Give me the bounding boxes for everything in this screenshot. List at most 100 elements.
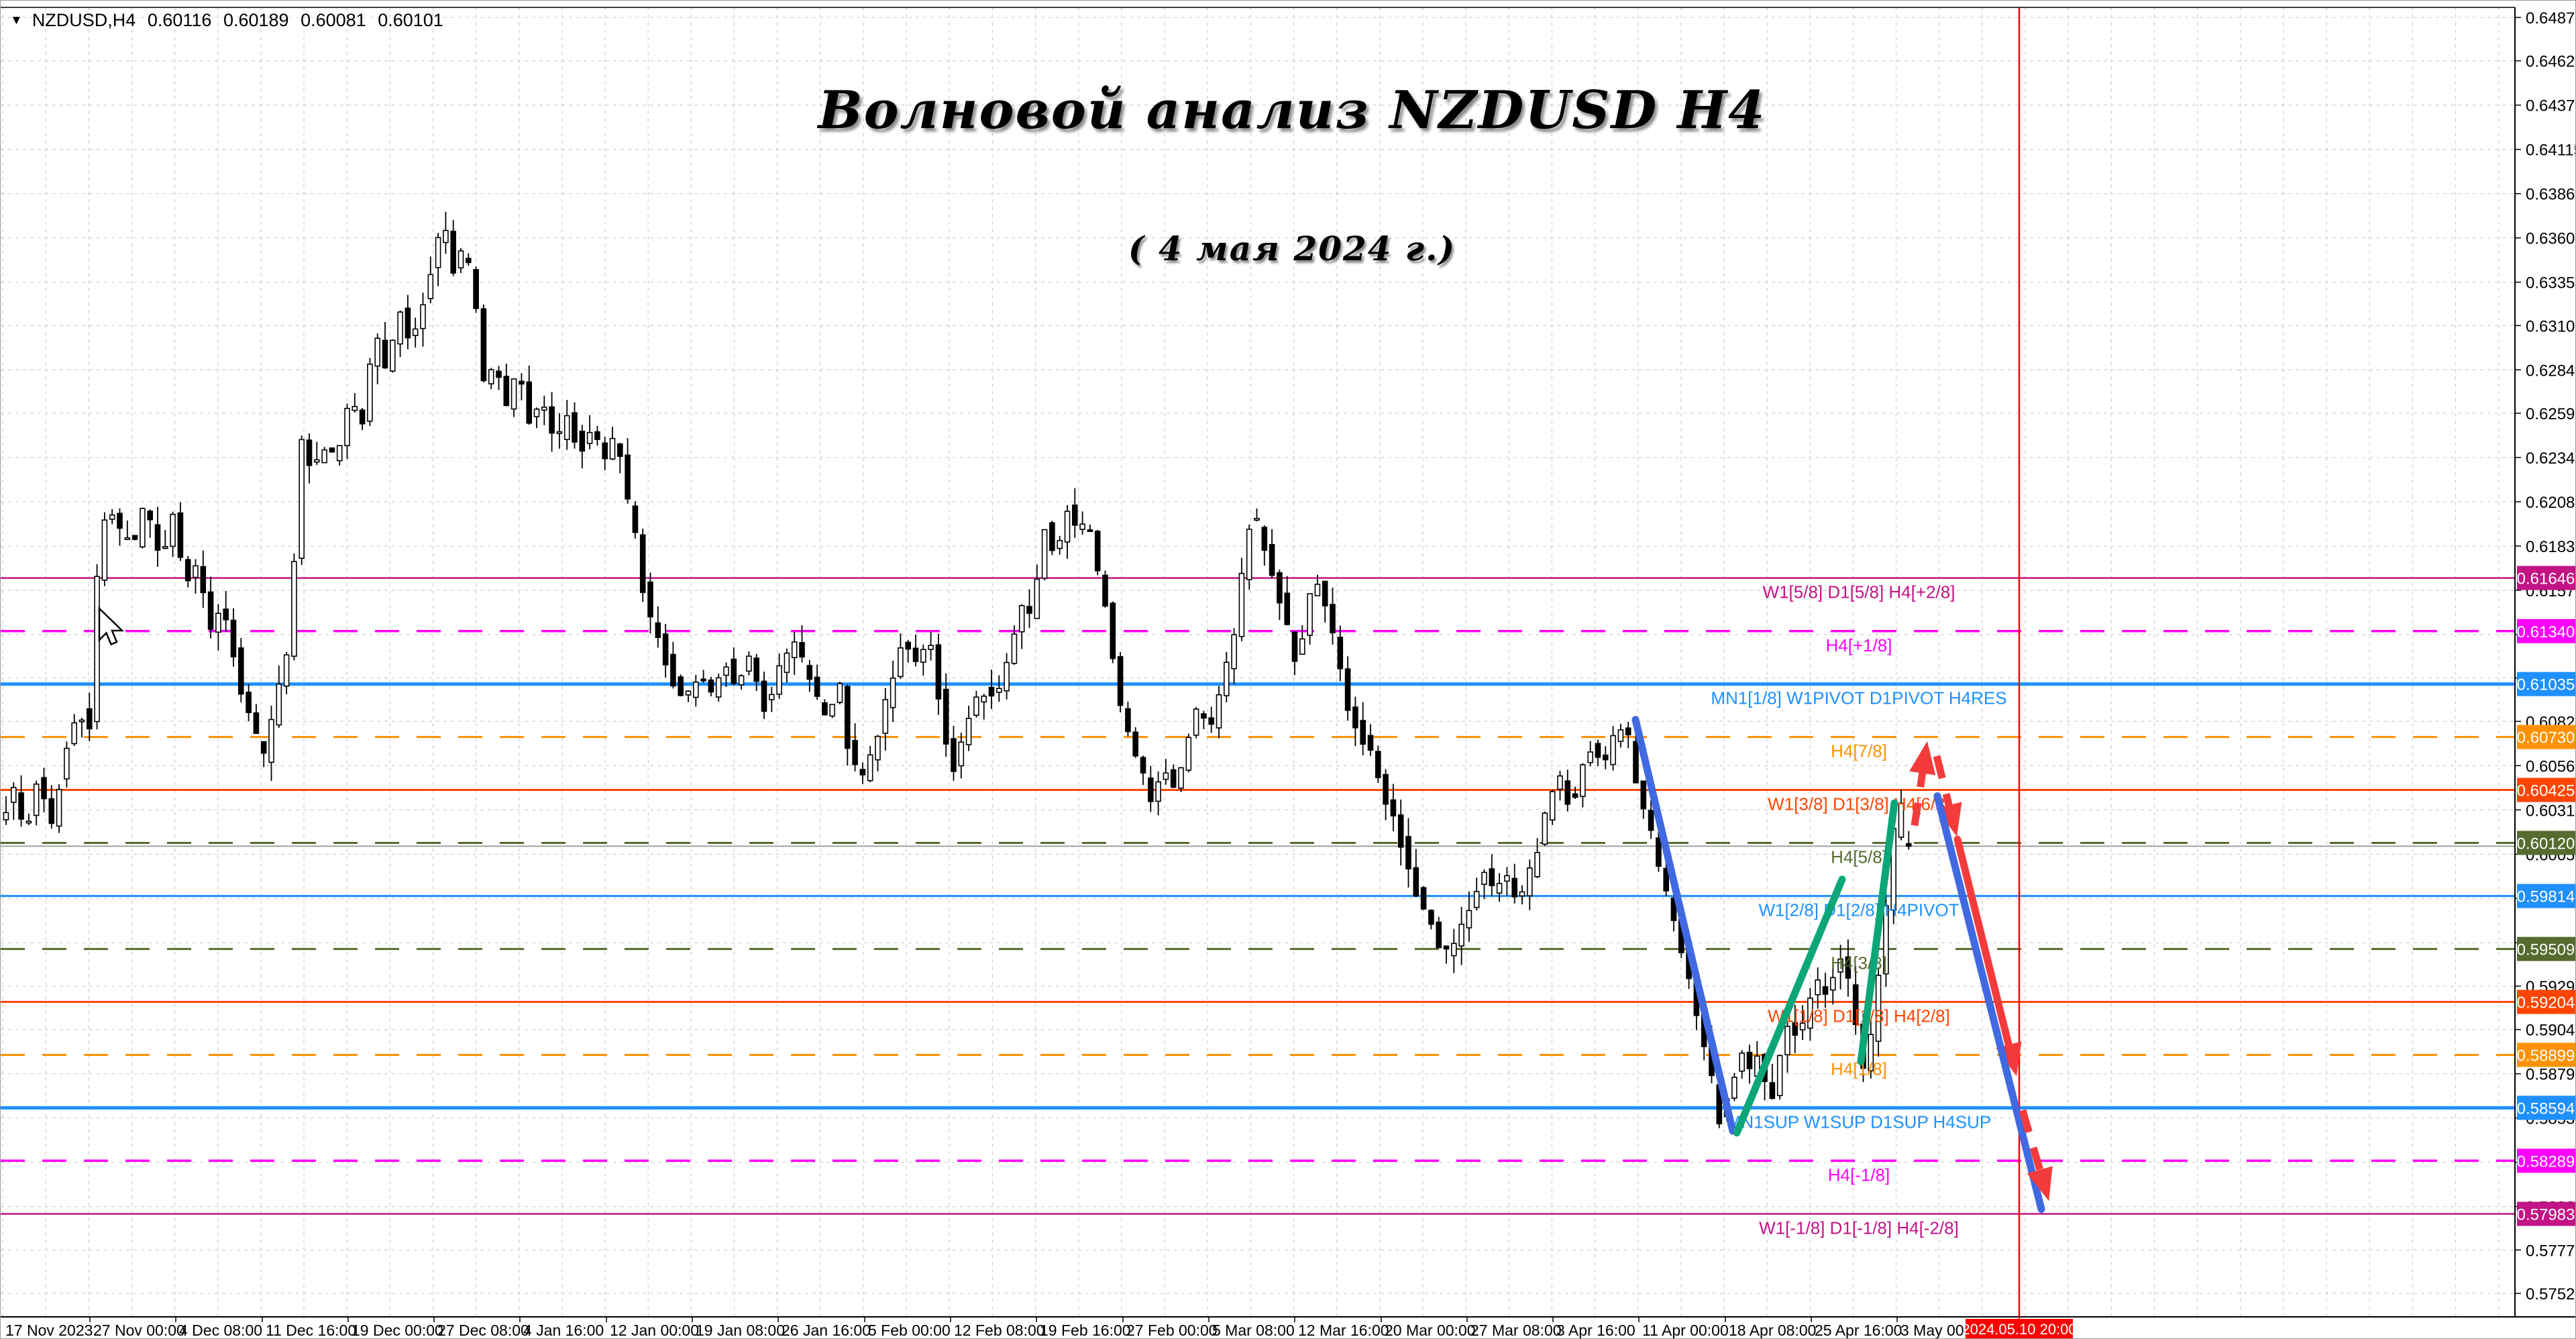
analysis-title: Волновой анализ NZDUSD H4 <box>818 80 1766 141</box>
candle-bull <box>1898 802 1904 838</box>
candle-bear <box>859 769 866 775</box>
candle-bull <box>1314 584 1321 596</box>
forecast-up-dashed-arrow[interactable] <box>1909 741 1936 826</box>
candle-bear <box>988 686 995 697</box>
candle-bear <box>1322 580 1328 606</box>
candle-bull <box>78 719 85 722</box>
candle-bear <box>177 512 184 558</box>
candle-bear <box>306 439 313 466</box>
ohlc-open: 0.60116 <box>147 10 212 30</box>
impulse-down-line[interactable] <box>1631 716 1737 1135</box>
candle-bull <box>170 513 176 547</box>
candle-bear <box>1087 529 1093 533</box>
candle-bear <box>799 642 805 658</box>
forecast-blue-path[interactable] <box>1933 792 2045 1213</box>
candle-bear <box>184 559 191 582</box>
murrey-level-label: W1[2/8] D1[2/8] H4PIVOT <box>1758 900 1959 920</box>
candle-bear <box>1072 504 1078 526</box>
candle-bear <box>579 431 586 452</box>
candle-bear <box>1603 754 1609 761</box>
candle-bear <box>147 511 153 521</box>
murrey-price-box-label: 0.58594 <box>2517 1100 2575 1118</box>
candle-bull <box>276 683 282 726</box>
candle-bull <box>1496 883 1503 894</box>
murrey-price-box-label: 0.59509 <box>2517 941 2575 959</box>
murrey-price-box <box>2517 989 2575 1014</box>
candle-bear <box>1656 837 1662 867</box>
murrey-price-box-label: 0.57983 <box>2517 1206 2575 1224</box>
murrey-price-box-label: 0.61035 <box>2517 676 2575 694</box>
murrey-price-box <box>2517 1095 2575 1120</box>
candle-bear <box>473 269 479 309</box>
candle-bull <box>1041 529 1048 579</box>
candle-bull <box>738 675 745 686</box>
candle-bear <box>48 798 55 824</box>
forecast-sell-arrow[interactable] <box>1953 835 2022 1077</box>
x-tick-label: 17 Nov 2023 <box>5 1322 93 1339</box>
wave-up-line-1[interactable] <box>1733 875 1846 1137</box>
candle-bear <box>731 658 737 684</box>
candle-bull <box>1473 891 1480 908</box>
candle-bear <box>1330 604 1336 634</box>
candle-bull <box>996 688 1002 693</box>
candle-bull <box>1079 523 1085 530</box>
x-tick-label: 5 Feb 00:00 <box>868 1322 951 1339</box>
candle-bear <box>1852 984 1859 1025</box>
candle-bear <box>260 741 267 754</box>
candle-bull <box>837 683 843 703</box>
candle-bull <box>33 784 40 816</box>
murrey-price-box <box>2517 831 2575 855</box>
y-tick-label: 0.57525 <box>2526 1285 2576 1303</box>
candle-bear <box>1284 592 1290 625</box>
candle-bear <box>1390 799 1397 817</box>
candle-bear <box>223 608 229 621</box>
candle-bear <box>670 653 676 687</box>
y-tick-label: 0.64875 <box>2526 9 2576 28</box>
candle-bear <box>1822 986 1829 995</box>
x-tick-label: 11 Apr 00:00 <box>1642 1322 1729 1339</box>
candle-bull <box>215 612 221 633</box>
candle-bull <box>1246 529 1252 580</box>
y-tick-label: 0.62085 <box>2526 494 2576 512</box>
time-axis-panel[interactable] <box>1 1318 2576 1339</box>
candle-bull <box>685 690 692 696</box>
candle-bull <box>1481 871 1487 885</box>
candle-bear <box>647 581 653 618</box>
candle-bear <box>1049 522 1055 551</box>
candle-bear <box>1625 727 1631 736</box>
chart-ohlc-header: ▼ NZDUSD,H4 0.60116 0.60189 0.60081 0.601… <box>10 10 450 31</box>
candle-bear <box>943 688 949 745</box>
candle-bull <box>1193 708 1199 736</box>
candle-bull <box>609 437 616 460</box>
candle-bear <box>1436 921 1442 949</box>
murrey-levels-layer <box>1 577 2515 1215</box>
candle-bull <box>389 339 396 372</box>
candle-bear <box>503 376 510 407</box>
candle-bear <box>1428 910 1434 925</box>
candle-bull <box>64 747 70 780</box>
murrey-price-box <box>2517 672 2575 696</box>
forecast-peak-down-dashed-arrow[interactable] <box>1933 755 1962 837</box>
candle-bear <box>1383 773 1389 805</box>
x-tick-label: 25 Apr 16:00 <box>1815 1322 1902 1339</box>
candle-bull <box>1868 1034 1874 1072</box>
candle-bull <box>1617 729 1624 742</box>
candle-bull <box>268 718 274 763</box>
candle-bear <box>1397 814 1404 848</box>
candle-bear <box>41 777 47 800</box>
symbol-dropdown-icon[interactable]: ▼ <box>10 13 23 28</box>
candle-bear <box>1367 735 1374 751</box>
candle-bear <box>1564 780 1571 805</box>
candle-bear <box>1117 656 1124 706</box>
candle-bear <box>246 692 252 713</box>
candle-bull <box>829 704 835 717</box>
murrey-level-label: MN1[1/8] W1PIVOT D1PIVOT H4RES <box>1711 688 2006 708</box>
y-tick-label: 0.63605 <box>2526 230 2576 248</box>
wave-up-line-2[interactable] <box>1857 799 1898 1066</box>
forecast-continuation-dashed-arrow[interactable] <box>2019 1109 2053 1201</box>
murrey-price-box-label: 0.60120 <box>2517 835 2575 853</box>
